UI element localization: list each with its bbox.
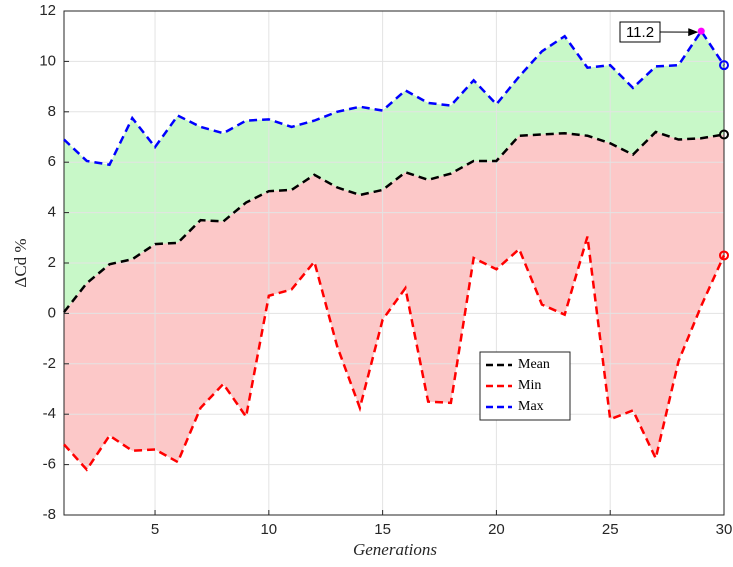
y-tick-label: 10 bbox=[39, 52, 56, 69]
y-tick-label: 2 bbox=[48, 254, 56, 271]
end-marker bbox=[719, 129, 729, 140]
x-tick-label: 5 bbox=[151, 521, 159, 538]
y-tick-label: -2 bbox=[43, 355, 56, 372]
fill-band bbox=[64, 131, 724, 470]
x-tick-label: 25 bbox=[602, 521, 619, 538]
plot-frame bbox=[63, 10, 725, 516]
y-tick-label: 4 bbox=[48, 204, 56, 221]
y-tick-label: -8 bbox=[43, 506, 56, 523]
fill-band bbox=[64, 31, 724, 313]
legend: Mean Min Max bbox=[479, 351, 571, 421]
y-tick-label: 0 bbox=[48, 304, 56, 321]
annotation-label: 11.2 bbox=[626, 24, 654, 41]
y-tick-label: 6 bbox=[48, 153, 56, 170]
series-line bbox=[63, 236, 726, 472]
series-line bbox=[63, 28, 726, 167]
series-line bbox=[63, 130, 725, 313]
y-axis-label: ΔCd % bbox=[11, 238, 30, 287]
x-axis-label: Generations bbox=[353, 540, 437, 559]
y-tick-label: -6 bbox=[43, 456, 56, 473]
legend-box bbox=[479, 351, 571, 421]
y-tick-label: 8 bbox=[48, 103, 56, 120]
y-tick-label: 12 bbox=[39, 2, 56, 19]
x-tick-label: 15 bbox=[374, 521, 391, 538]
x-tick-label: 20 bbox=[488, 521, 505, 538]
legend-label: Mean bbox=[518, 357, 550, 372]
x-tick-label: 30 bbox=[716, 521, 733, 538]
annotation-point bbox=[697, 27, 705, 35]
end-marker bbox=[719, 60, 729, 71]
legend-label: Max bbox=[518, 399, 544, 414]
annotation-box bbox=[619, 21, 661, 43]
x-tick-label: 10 bbox=[260, 521, 277, 538]
legend-label: Min bbox=[518, 378, 541, 393]
end-marker bbox=[719, 250, 729, 261]
y-tick-label: -4 bbox=[43, 405, 56, 422]
